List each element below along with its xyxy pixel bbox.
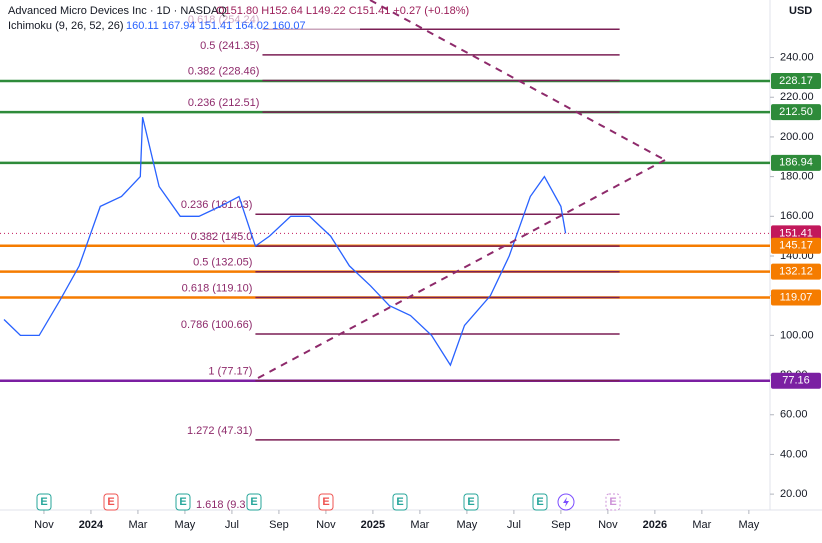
x-tick-label: Mar xyxy=(692,519,711,531)
events: E E E E E E E E E xyxy=(36,493,621,511)
earnings-marker[interactable]: E xyxy=(179,496,186,508)
currency[interactable]: USD xyxy=(789,5,812,17)
fib-label: 0.618 (119.10) xyxy=(182,282,253,294)
y-tick-label: 100.00 xyxy=(780,329,814,341)
y-tick-label: 220.00 xyxy=(780,91,814,103)
price-tag: 151.41 xyxy=(779,227,813,239)
x-tick-label: 2025 xyxy=(361,519,385,531)
price-tag-bg xyxy=(771,154,821,171)
price-tag-bg xyxy=(771,372,821,389)
x-tick-label: May xyxy=(175,519,196,531)
price-tag: 132.12 xyxy=(779,266,813,278)
price-tag: 77.16 xyxy=(782,375,810,387)
x-tick-label: Nov xyxy=(598,519,618,531)
x-tick-label: Mar xyxy=(128,519,147,531)
trend-line xyxy=(369,0,666,161)
y-tick-label: 240.00 xyxy=(780,51,814,63)
price-line xyxy=(3,116,567,367)
price-tag: 228.17 xyxy=(779,75,813,87)
price-tag-bg xyxy=(771,263,821,280)
price-tag-bg xyxy=(771,225,821,242)
fib-label: 0.236 (212.51) xyxy=(188,97,260,109)
x-tick-label: Nov xyxy=(316,519,336,531)
y-tick-label: 200.00 xyxy=(780,131,814,143)
x-tick-label: 2024 xyxy=(79,519,104,531)
dividend-marker[interactable] xyxy=(563,497,569,507)
fib-label: 1.272 (47.31) xyxy=(187,425,252,437)
fib-label: 1 (77.17) xyxy=(208,366,252,378)
x-tick-label: Jul xyxy=(225,519,239,531)
price-tag-bg xyxy=(771,237,821,254)
fib-label: 1.618 (9.3 xyxy=(196,499,246,511)
indicator-name: Ichimoku (9, 26, 52, 26) xyxy=(8,20,124,32)
y-tick-label: 40.00 xyxy=(780,448,808,460)
x-tick-label: Jul xyxy=(507,519,521,531)
earnings-marker[interactable]: E xyxy=(40,496,47,508)
x-tick-label: May xyxy=(738,519,759,531)
x-tick-label: May xyxy=(456,519,477,531)
x-tick-label: Mar xyxy=(410,519,429,531)
header-bg xyxy=(0,0,360,34)
price-tag: 145.17 xyxy=(779,240,813,252)
earnings-marker[interactable]: E xyxy=(250,496,257,508)
ohlc: O151.80 H152.64 L149.22 C151.41 +0.27 (+… xyxy=(216,5,469,17)
indicator-values: 160.11 167.94 151.41 164.02 160.07 xyxy=(126,20,306,32)
y-tick-label: 160.00 xyxy=(780,210,814,222)
price-tag-bg xyxy=(771,73,821,90)
earnings-marker[interactable]: E xyxy=(467,496,474,508)
earnings-marker[interactable]: E xyxy=(107,496,114,508)
earnings-marker[interactable]: E xyxy=(322,496,329,508)
fib-label: 0.786 (100.66) xyxy=(181,319,253,331)
y-tick-label: 180.00 xyxy=(780,171,814,183)
fib-label: 0.382 (228.46) xyxy=(188,65,260,77)
price-tag-bg xyxy=(771,289,821,306)
symbol-title: Advanced Micro Devices Inc · 1D · NASDAQ xyxy=(8,5,227,17)
earnings-marker[interactable]: E xyxy=(536,496,543,508)
earnings-marker[interactable]: E xyxy=(609,496,616,508)
fib-label: 0.5 (241.35) xyxy=(200,40,259,52)
fib-label: 0.236 (161.03) xyxy=(181,199,253,211)
x-tick-label: Sep xyxy=(269,519,289,531)
fib-label: 0.382 (145.0 xyxy=(191,231,253,243)
price-tag: 212.50 xyxy=(779,106,813,118)
fib-label: 0.5 (132.05) xyxy=(193,257,252,269)
earnings-marker[interactable]: E xyxy=(396,496,403,508)
x-tick-label: Sep xyxy=(551,519,571,531)
price-tag: 186.94 xyxy=(779,157,813,169)
price-tag-bg xyxy=(771,104,821,121)
y-tick-label: 60.00 xyxy=(780,409,808,421)
x-tick-label: 2026 xyxy=(643,519,667,531)
y-tick-label: 20.00 xyxy=(780,488,808,500)
x-tick-label: Nov xyxy=(34,519,54,531)
price-tag: 119.07 xyxy=(780,291,813,303)
